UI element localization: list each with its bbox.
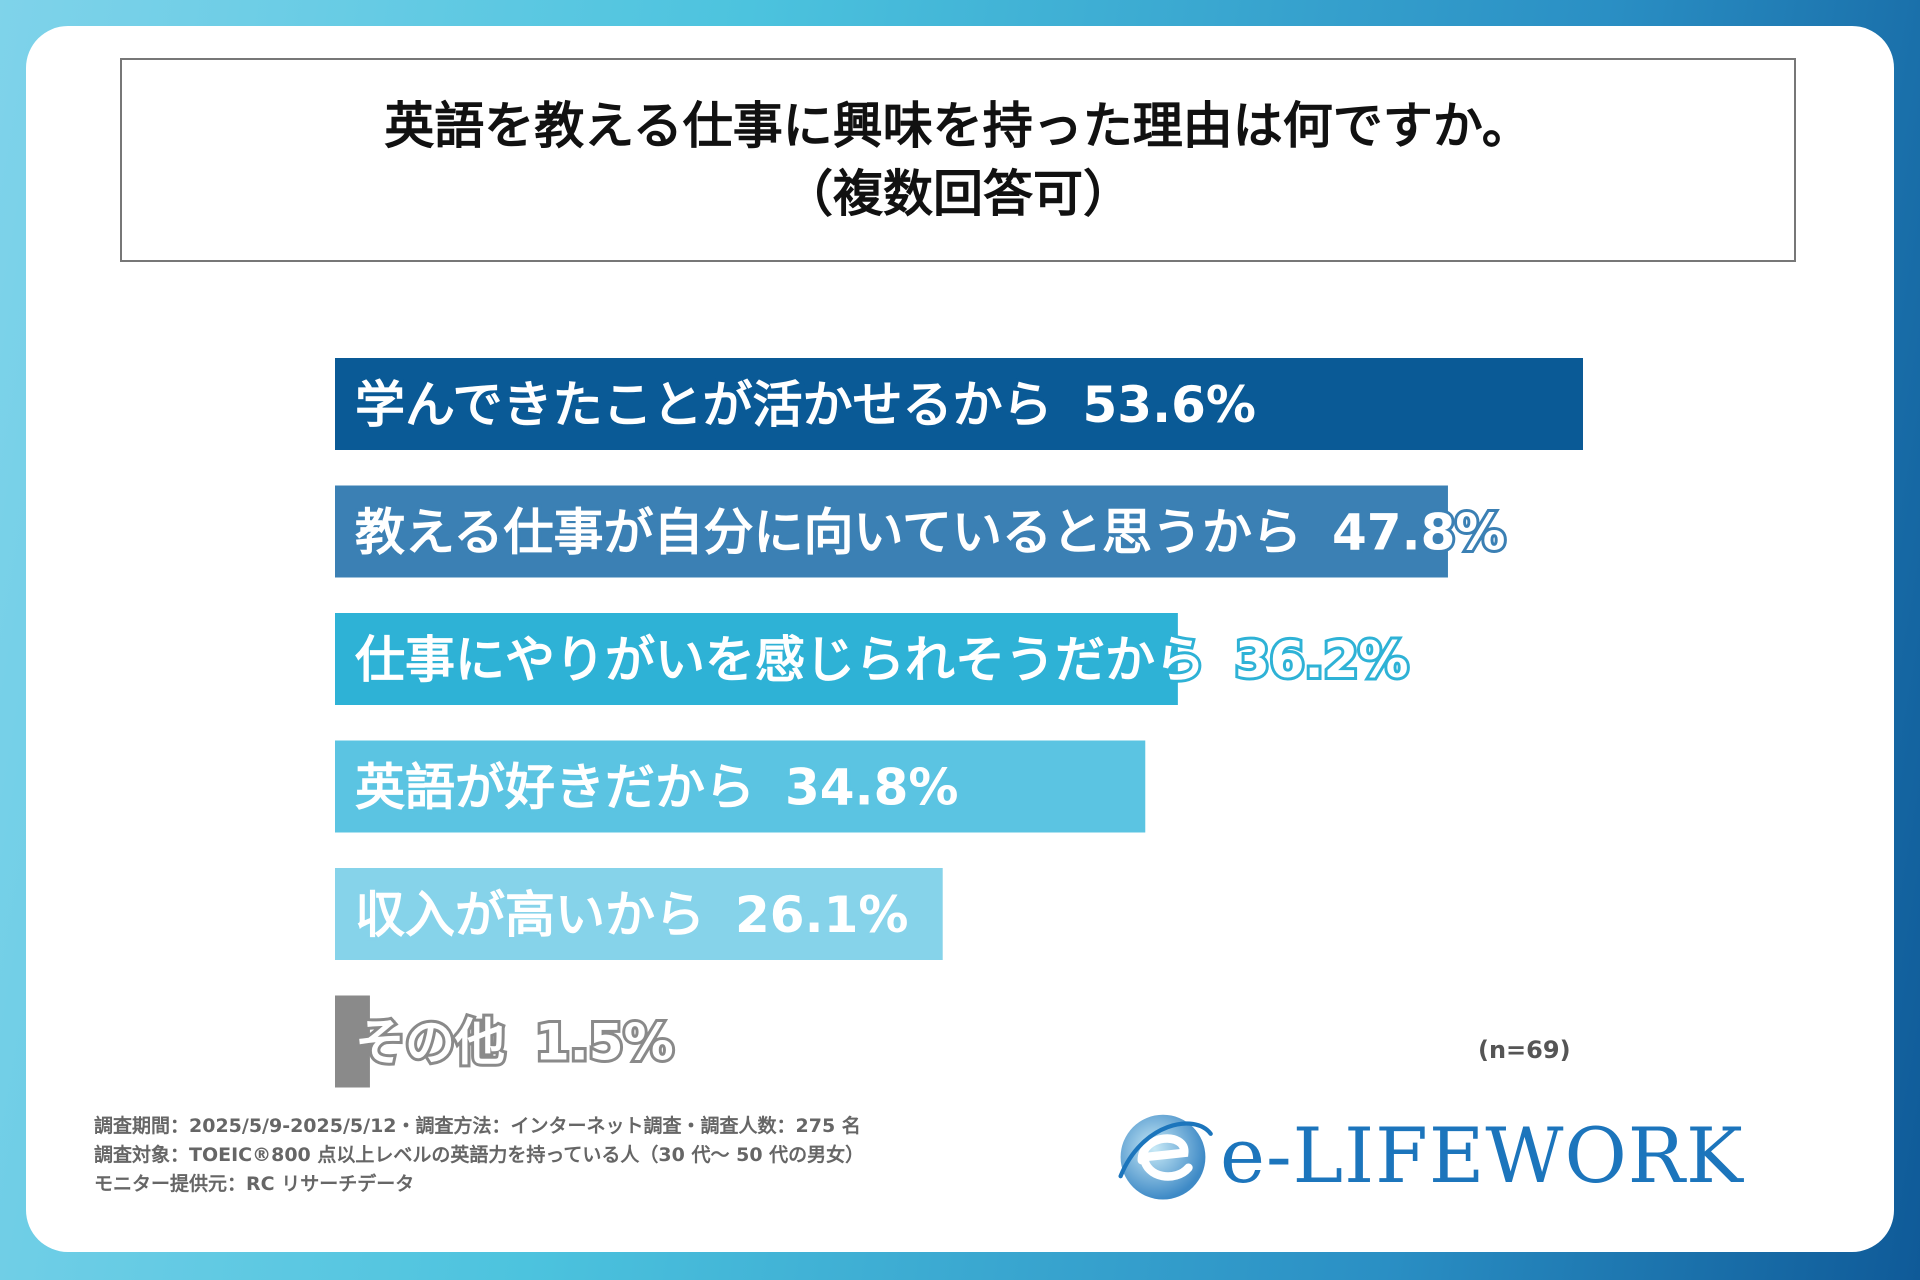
value-label: 53.6%: [1083, 376, 1256, 434]
value-label: 34.8%: [785, 759, 958, 817]
value-label: 26.1%: [735, 886, 908, 944]
bar-label-2: 教える仕事が自分に向いていると思うから 47.8%: [355, 504, 1505, 562]
bar-label-6: その他 1.5%: [355, 1014, 674, 1072]
bar-2: [335, 485, 1448, 578]
footnote-target: 調査対象：TOEIC®800 点以上レベルの英語力を持っている人（30 代～ 5…: [94, 1144, 865, 1166]
bar-label-1: 学んできたことが活かせるから 53.6%: [355, 376, 1256, 434]
value-label: 47.8%: [1332, 504, 1505, 562]
bar-3: [335, 613, 1178, 705]
category-label: 収入が高いから: [355, 886, 705, 944]
bar-5: [335, 868, 943, 960]
category-label: その他: [355, 1014, 505, 1072]
logo-text: e-LIFEWORK: [1220, 1110, 1744, 1200]
bar-label-4: 英語が好きだから 34.8%: [355, 759, 958, 817]
elifework-logo: e-LIFEWORK: [1110, 1100, 1810, 1210]
value-label: 1.5%: [535, 1014, 674, 1072]
value-label: 36.2%: [1235, 631, 1408, 689]
category-label: 仕事にやりがいを感じられそうだから: [355, 631, 1205, 689]
bar-4: [335, 740, 1146, 833]
sample-size-label: (n=69): [1478, 1036, 1571, 1064]
footnote-period: 調査期間：2025/5/9-2025/5/12・調査方法：インターネット調査・調…: [94, 1115, 861, 1137]
footnote-provider: モニター提供元：RC リサーチデータ: [94, 1173, 415, 1195]
category-label: 英語が好きだから: [355, 759, 755, 817]
title-box: 英語を教える仕事に興味を持った理由は何ですか。 （複数回答可）: [120, 58, 1796, 262]
category-label: 学んできたことが活かせるから: [355, 376, 1053, 434]
bar-label-5: 収入が高いから 26.1%: [355, 886, 908, 944]
bar-6: [335, 995, 370, 1088]
bar-label-3: 仕事にやりがいを感じられそうだから 36.2%: [355, 631, 1408, 689]
chart-subtitle: （複数回答可）: [783, 165, 1133, 223]
bar-1: [335, 358, 1583, 450]
chart-title: 英語を教える仕事に興味を持った理由は何ですか。: [384, 97, 1532, 155]
e-swoosh-logo-icon: [1118, 1114, 1213, 1200]
category-label: 教える仕事が自分に向いていると思うから: [355, 504, 1302, 562]
survey-footnotes: 調査期間：2025/5/9-2025/5/12・調査方法：インターネット調査・調…: [94, 1112, 864, 1199]
